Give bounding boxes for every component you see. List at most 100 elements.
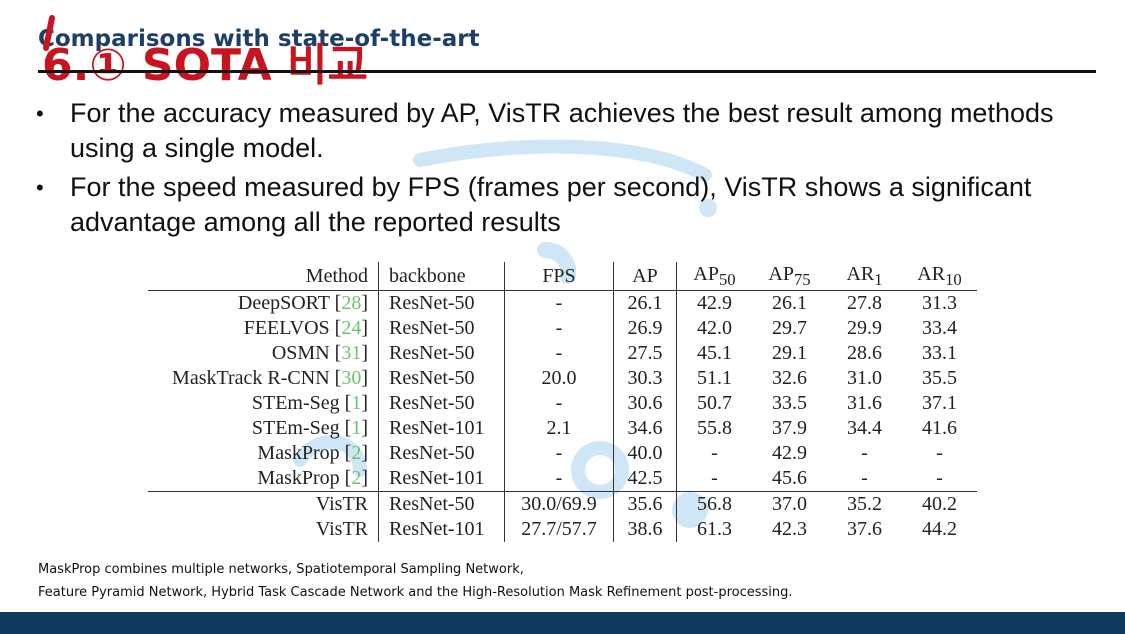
header-method: Method [148,262,379,291]
citation-ref[interactable]: 31 [341,342,362,364]
table-header-row: Method backbone FPS AP AP50 AP75 AR1 AR1… [148,262,977,291]
method-name: MaskProp [257,467,340,489]
cell-fps: 20.0 [504,366,614,391]
citation-ref[interactable]: 2 [351,442,362,464]
cell-backbone: ResNet-50 [378,391,505,416]
footnote-line-2: Feature Pyramid Network, Hybrid Task Cas… [38,585,793,600]
cell-method: OSMN [31] [148,341,379,366]
cell-ap50: 45.1 [697,342,732,364]
cell-ap: 26.1 [613,290,677,316]
citation-ref[interactable]: 1 [351,417,362,439]
table-row: MaskProp [2] ResNet-101-42.5-45.6- - [148,466,977,492]
table-row-ours: VisTR ResNet-101 27.7/57.7 38.6 61.3 42.3 37.6… [148,517,977,542]
cell-ap50: - [711,467,718,489]
cell-ap50: 51.1 [697,367,732,389]
cell-ar1: 28.6 [847,342,882,364]
comparison-table: Method backbone FPS AP AP50 AP75 AR1 AR1… [148,262,977,542]
cell-ar1: 31.0 [847,367,882,389]
footnote-line-1: MaskProp combines multiple networks, Spa… [38,562,524,577]
header-ap50: AP50 [676,262,752,291]
cell-ap75: 33.5 [772,392,807,414]
table-row: MaskProp [2] ResNet-50-40.0-42.9- - [148,441,977,466]
header-ap: AP [613,262,677,291]
cell-method: MaskProp [2] [148,441,379,466]
bullet-text: For the accuracy measured by AP, VisTR a… [70,98,1054,163]
cell-ar1: - [861,442,868,464]
citation-ref[interactable]: 28 [341,292,362,314]
cell-ap: 34.6 [613,416,677,441]
cell-ar10: - [936,467,943,489]
cell-ar10: 44.2 [922,518,957,540]
citation-ref[interactable]: 24 [341,317,362,339]
cell-ap50: 42.9 [697,292,732,314]
cell-fps: 27.7/57.7 [504,517,614,542]
cell-ap75: 42.3 [772,518,807,540]
header-ar1: AR1 [827,262,902,291]
cell-ap50: 61.3 [697,518,732,540]
cell-fps: - [504,290,614,316]
cell-ar1: 34.4 [847,417,882,439]
bullet-text: For the speed measured by FPS (frames pe… [70,172,1032,237]
cell-fps: - [504,316,614,341]
table-row: STEm-Seg [1] ResNet-50-30.6 50.7 33.5 31.6 37… [148,391,977,416]
bullet-icon: • [36,175,44,200]
cell-ar10: 33.1 [922,342,957,364]
cell-method: MaskTrack R-CNN [30] [148,366,379,391]
cell-method: STEm-Seg [1] [148,391,379,416]
cell-ap50: 55.8 [697,417,732,439]
table-body: DeepSORT [28] ResNet-50-26.1 42.9 26.1 27.8 3… [148,290,977,542]
bullet-item: • For the accuracy measured by AP, VisTR… [36,96,1096,166]
cell-ap75: 26.1 [772,292,807,314]
footer-bar [0,612,1125,634]
cell-method: DeepSORT [28] [148,290,379,316]
cell-ar1: 29.9 [847,317,882,339]
cell-fps: - [504,391,614,416]
cell-method: FEELVOS [24] [148,316,379,341]
cell-ar10: - [936,442,943,464]
cell-ap: 42.5 [613,466,677,492]
method-name: OSMN [271,342,330,364]
method-name: FEELVOS [243,317,330,339]
handwritten-note: 6.① SOTA 비교 [42,40,368,91]
citation-ref[interactable]: 1 [351,392,362,414]
cell-method: VisTR [148,517,379,542]
cell-ar10: 31.3 [922,292,957,314]
cell-ap: 26.9 [613,316,677,341]
citation-ref[interactable]: 30 [341,367,362,389]
cell-fps: - [504,341,614,366]
cell-ar10: 33.4 [922,317,957,339]
cell-ap75: 37.9 [772,417,807,439]
cell-ar10: 41.6 [922,417,957,439]
header-ar1-sub: 1 [874,269,883,289]
cell-ap75: 32.6 [772,367,807,389]
cell-ap: 38.6 [613,517,677,542]
table-row-ours: VisTR ResNet-50 30.0/69.9 35.6 56.8 37.0 35.2 4… [148,491,977,517]
cell-ap: 30.6 [613,391,677,416]
method-name: MaskTrack R-CNN [172,367,330,389]
cell-ar1: 31.6 [847,392,882,414]
table-row: OSMN [31] ResNet-50-27.5 45.1 29.1 28.6 33.1 [148,341,977,366]
method-name: DeepSORT [237,292,330,314]
method-name: MaskProp [257,442,340,464]
header-ap50-label: AP [693,262,719,285]
cell-method: STEm-Seg [1] [148,416,379,441]
cell-backbone: ResNet-50 [378,290,505,316]
citation-ref[interactable]: 2 [351,467,362,489]
cell-ar10: 37.1 [922,392,957,414]
cell-backbone: ResNet-101 [378,466,505,492]
cell-ap50: 50.7 [697,392,732,414]
handwritten-annotation: 6.① SOTA 비교 [42,15,368,91]
cell-method: MaskProp [2] [148,466,379,492]
method-name: VisTR [315,518,368,540]
method-name: STEm-Seg [251,417,340,439]
method-name: VisTR [315,493,368,515]
table-row: STEm-Seg [1] ResNet-101 2.1 34.6 55.8 37.9 34.… [148,416,977,441]
header-fps: FPS [504,262,614,291]
cell-backbone: ResNet-50 [378,491,505,517]
header-ar10-sub: 10 [945,269,962,289]
cell-fps: - [504,441,614,466]
header-ar10: AR10 [902,262,977,291]
bullet-item: • For the speed measured by FPS (frames … [36,170,1096,240]
header-ap50-sub: 50 [718,269,736,289]
cell-ar1: 35.2 [827,491,902,517]
